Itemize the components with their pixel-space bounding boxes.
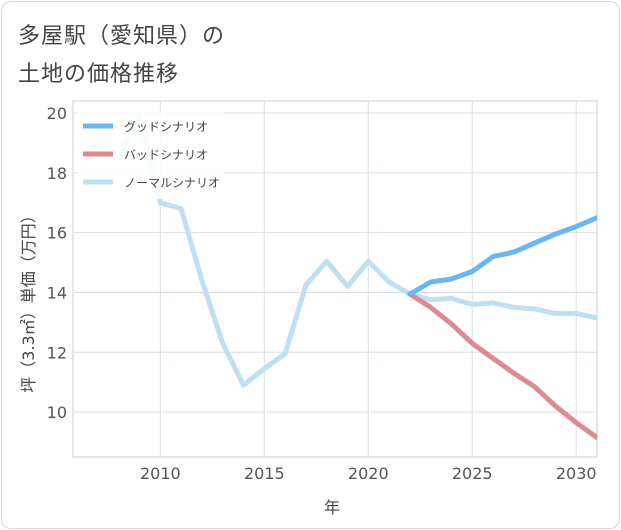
series-line-0 [407,215,597,297]
y-tick-label: 10 [47,403,67,422]
x-axis-label: 年 [324,498,340,517]
x-tick-label: 2025 [452,464,493,483]
legend-label-1: バッドシナリオ [124,148,208,162]
x-tick-label: 2010 [140,464,181,483]
x-tick-label: 2015 [244,464,285,483]
y-tick-label: 18 [47,164,67,183]
y-tick-label: 20 [47,104,67,123]
y-tick-label: 12 [47,343,67,362]
legend-label-2: ノーマルシナリオ [124,176,220,190]
series-line-1 [407,291,597,441]
series-lines [116,113,597,441]
series-line-2 [116,113,597,388]
x-tick-label: 2020 [348,464,389,483]
y-axis-label: 坪（3.3㎡）単価（万円） [19,207,38,392]
axis-ticks: 2010 2015 2020 2025 2030 10 12 14 16 18 20 [47,104,597,483]
y-tick-label: 16 [47,224,67,243]
x-tick-label: 2030 [556,464,597,483]
y-tick-label: 14 [47,283,67,302]
grid-lines [73,101,597,457]
chart-title-line2: 土地の価格推移 [18,62,180,87]
chart-title-line1: 多屋駅（愛知県）の [18,24,226,49]
legend-label-0: グッドシナリオ [124,120,208,134]
